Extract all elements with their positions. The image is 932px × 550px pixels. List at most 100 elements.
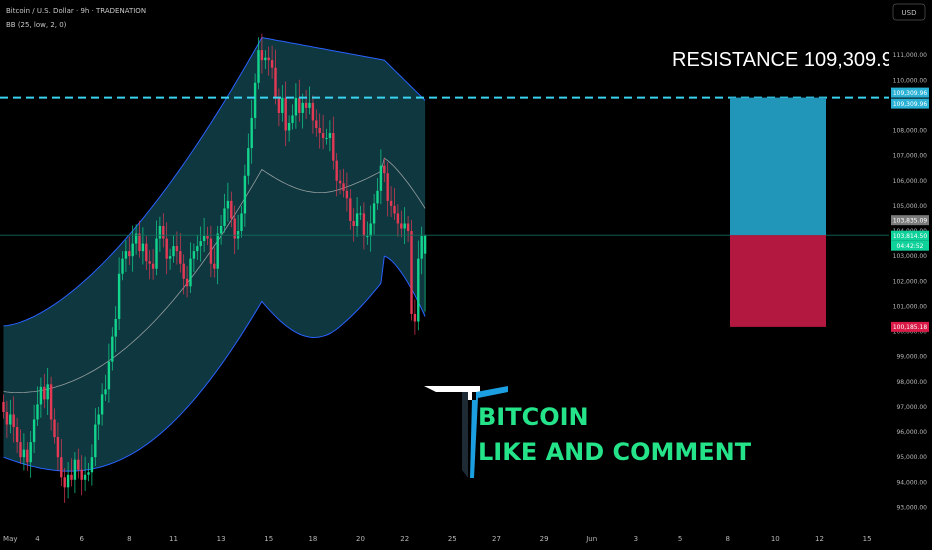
x-tick-label: 8 [725, 535, 729, 543]
candle-body [94, 424, 97, 458]
candle [151, 249, 155, 280]
candle-body [372, 203, 376, 224]
candle-body [321, 133, 325, 139]
candle [369, 205, 372, 252]
candle-body [15, 427, 19, 443]
y-tick-label: 100,000.00 [893, 329, 928, 336]
candle [345, 172, 349, 212]
candle [32, 404, 36, 454]
candle [389, 186, 393, 217]
price-tag-bg [891, 230, 929, 241]
candle-body [264, 57, 267, 61]
candle [53, 408, 56, 444]
candle [383, 158, 386, 183]
candle-body [138, 233, 141, 252]
candle [301, 93, 304, 129]
candle [284, 81, 287, 147]
candle-body [396, 213, 400, 224]
candle [73, 452, 77, 494]
band-upper [3, 36, 426, 327]
time-axis-bg [0, 528, 932, 550]
candle [213, 247, 216, 278]
candle-body [29, 442, 32, 463]
candle-body [247, 148, 250, 176]
candle [250, 99, 253, 164]
candle-body [111, 336, 114, 362]
candle-body [202, 236, 206, 242]
candle [366, 221, 369, 245]
candle-body [128, 251, 131, 257]
candle-body [22, 449, 26, 458]
candle [342, 168, 345, 198]
candle-body [39, 386, 43, 405]
candle-body [2, 401, 5, 412]
candle-body [332, 133, 335, 161]
candle-body [400, 223, 403, 229]
candle-body [172, 246, 175, 257]
candle-body [226, 200, 230, 209]
x-tick-label: 13 [217, 535, 226, 543]
candle [318, 113, 321, 149]
candle-body [386, 173, 389, 201]
candle-body [158, 226, 162, 239]
candle-body [66, 474, 70, 488]
y-tick-label: 93,000.00 [896, 504, 927, 511]
candle-body [213, 263, 216, 269]
candle-body [420, 236, 423, 259]
candle-body [410, 231, 413, 314]
candle [423, 234, 427, 312]
candle [111, 327, 114, 371]
candle-body [175, 246, 179, 252]
candle-body [19, 442, 22, 458]
candle [349, 189, 352, 230]
candle-body [403, 223, 406, 229]
candle-body [155, 238, 158, 269]
candle [66, 461, 70, 499]
candle [121, 251, 124, 281]
candle [406, 215, 410, 243]
price-tag-bg [891, 215, 929, 226]
candle [100, 383, 104, 426]
price-tag-text: 103,814.50 [893, 233, 928, 240]
candle-body [315, 120, 318, 128]
time-axis[interactable]: May 4 6 8 11 13 15 18 20 22 25 27 29 Jun 3 5 8 10 12 15 [0, 528, 932, 550]
candle-body [240, 213, 243, 232]
candle [403, 207, 406, 245]
candle [114, 306, 117, 353]
candle [287, 115, 291, 142]
candle [9, 399, 12, 434]
candle [274, 49, 277, 105]
candle [182, 254, 185, 295]
x-tick-label: 15 [863, 535, 872, 543]
candle [155, 220, 158, 276]
candle-body [366, 236, 369, 238]
candle [400, 210, 403, 238]
candle [386, 162, 389, 217]
candle [56, 422, 60, 471]
currency-badge[interactable] [892, 3, 926, 21]
price-tag: 103,835.09 [891, 215, 929, 226]
candle [219, 214, 223, 245]
candle [230, 191, 233, 228]
resistance-label-group: RESISTANCE 109,309.96 [672, 49, 904, 71]
candle-body [406, 223, 410, 232]
candle-body [216, 233, 219, 269]
candle-body [134, 233, 138, 244]
candle [257, 37, 260, 90]
candle-body [131, 243, 134, 257]
price-tag-text: 04:42:52 [897, 243, 924, 250]
candle-body [274, 67, 277, 98]
candle-body [359, 213, 362, 215]
candle-body [233, 218, 236, 239]
candle-body [179, 251, 182, 264]
candle-body [124, 251, 128, 259]
candle-body [70, 474, 73, 480]
candle [396, 204, 400, 237]
candle [2, 394, 5, 419]
candle-body [389, 200, 393, 206]
candle [60, 439, 63, 487]
price-tag-bg [891, 321, 929, 332]
x-tick-label: 4 [35, 535, 40, 543]
candle-body [145, 243, 148, 262]
